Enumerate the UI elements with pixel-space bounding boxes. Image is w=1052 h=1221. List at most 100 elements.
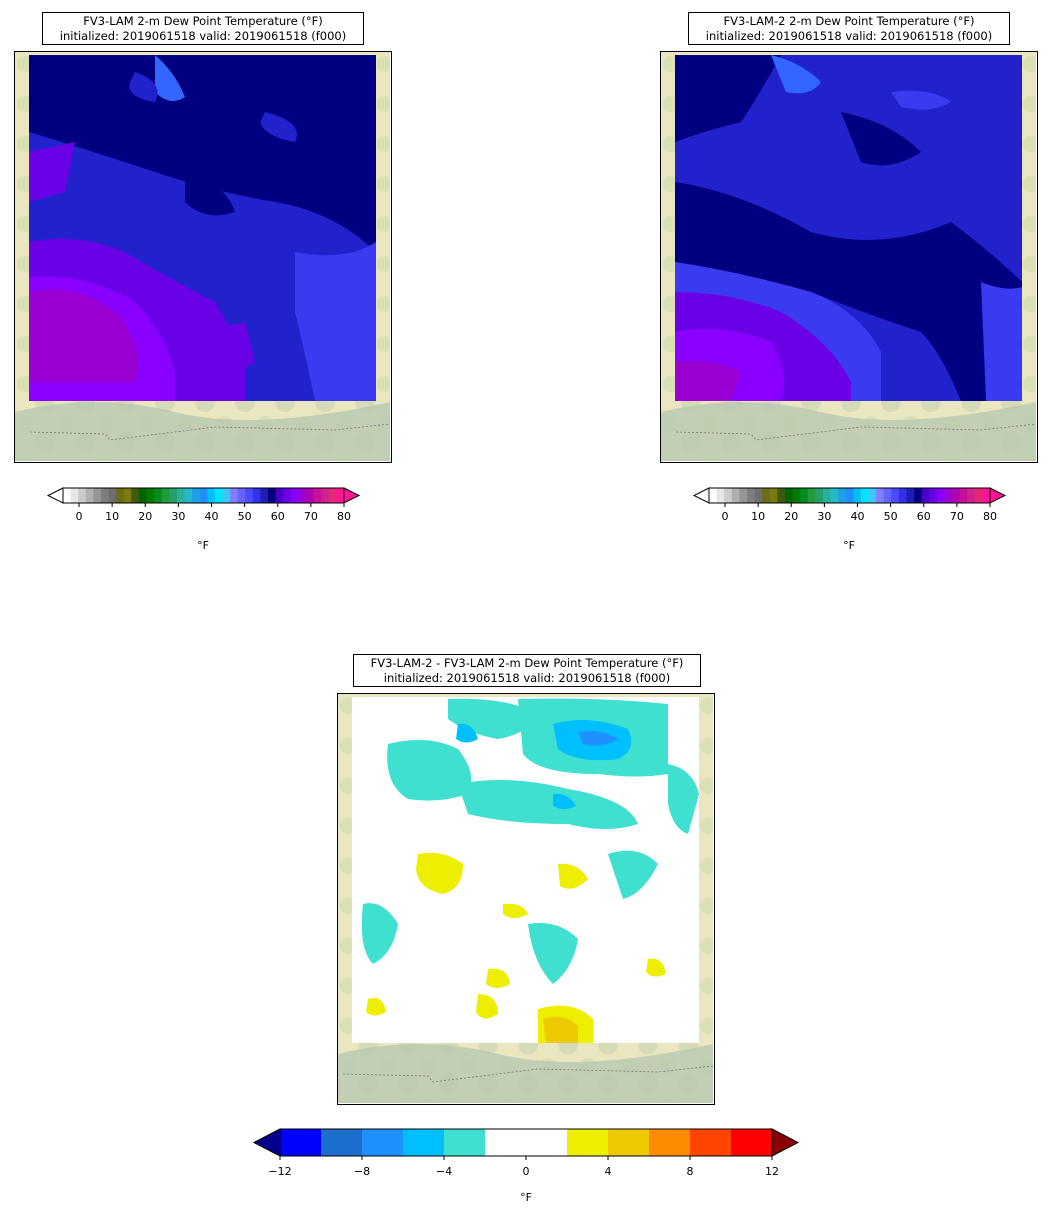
difference-field xyxy=(352,697,699,1043)
terrain-relief xyxy=(338,1044,713,1103)
colorbar-swatch xyxy=(898,488,907,503)
colorbar-swatch xyxy=(921,488,930,503)
colorbar-swatch xyxy=(739,488,748,503)
colorbar-tick-label: 20 xyxy=(138,510,152,523)
colorbar-unit: °F xyxy=(197,539,209,552)
colorbar-swatch xyxy=(944,488,953,503)
colorbar-outline xyxy=(62,487,345,504)
colorbar-swatch xyxy=(792,488,801,503)
colorbar-swatch xyxy=(777,488,786,503)
colorbar-extend-high xyxy=(989,487,1007,504)
map-canvas xyxy=(661,52,1036,461)
colorbar-swatch xyxy=(283,488,292,503)
map-title: FV3-LAM 2-m Dew Point Temperature (°F) i… xyxy=(42,12,364,45)
colorbar-swatch xyxy=(403,1129,445,1156)
colorbar-swatch xyxy=(485,1129,527,1156)
colorbar-swatch xyxy=(93,488,102,503)
colorbar-swatch xyxy=(845,488,854,503)
colorbar-tick-label: 70 xyxy=(304,510,318,523)
colorbar-swatch xyxy=(321,488,330,503)
colorbar-swatch xyxy=(952,488,961,503)
colorbar-swatch xyxy=(731,1129,773,1156)
colorbar-swatch xyxy=(959,488,968,503)
colorbar-swatch xyxy=(731,488,740,503)
colorbar-extend-low xyxy=(46,487,64,504)
colorbar-swatch xyxy=(280,1129,322,1156)
colorbar-swatch xyxy=(85,488,94,503)
colorbar-swatch xyxy=(914,488,923,503)
colorbar-swatch xyxy=(982,488,991,503)
dew-point-field xyxy=(675,55,1022,401)
colorbar-tick-label: 8 xyxy=(687,1165,694,1178)
map-title: FV3-LAM-2 - FV3-LAM 2-m Dew Point Temper… xyxy=(353,654,701,687)
colorbar-swatch xyxy=(746,488,756,503)
colorbar-swatch xyxy=(245,488,254,503)
colorbar-swatch xyxy=(876,488,885,503)
colorbar-swatch xyxy=(800,488,809,503)
colorbar-swatch xyxy=(237,488,246,503)
colorbar-unit: °F xyxy=(520,1191,532,1204)
title-line-1: FV3-LAM-2 - FV3-LAM 2-m Dew Point Temper… xyxy=(370,656,684,670)
colorbar-swatch xyxy=(268,488,277,503)
title-line-1: FV3-LAM-2 2-m Dew Point Temperature (°F) xyxy=(723,14,975,28)
colorbar-extend-low xyxy=(692,487,710,504)
colorbar-swatch xyxy=(883,488,892,503)
colorbar-swatch xyxy=(161,488,170,503)
colorbar-svg: 0 10 20 30 40 50 60 70 80 xyxy=(692,487,1007,523)
colorbar-swatch xyxy=(754,488,763,503)
colorbar-tick-label: 0 xyxy=(722,510,729,523)
colorbar-svg: 0 10 20 30 40 50 60 70 80 xyxy=(46,487,361,523)
colorbar-extend-high xyxy=(771,1128,800,1157)
colorbar-tick-label: −8 xyxy=(354,1165,370,1178)
colorbar-tick-label: 20 xyxy=(784,510,798,523)
colorbar-tick-label: 80 xyxy=(337,510,351,523)
colorbar-swatch xyxy=(63,488,72,503)
colorbar-swatch xyxy=(108,488,117,503)
colorbar-swatch xyxy=(868,488,877,503)
colorbar-swatch xyxy=(716,488,725,503)
colorbar-tick-label: 10 xyxy=(105,510,119,523)
colorbar-swatch xyxy=(807,488,816,503)
map-canvas xyxy=(15,52,390,461)
colorbar-swatch xyxy=(853,488,862,503)
state-border xyxy=(29,423,390,441)
colorbar-swatch xyxy=(328,488,337,503)
colorbar-unit: °F xyxy=(843,539,855,552)
title-line-2: initialized: 2019061518 valid: 201906151… xyxy=(705,29,993,43)
colorbar-swatch xyxy=(784,488,794,503)
dew-point-field xyxy=(29,55,376,401)
colorbar-swatch xyxy=(724,488,733,503)
colorbar: 0 10 20 30 40 50 60 70 80 xyxy=(692,486,1008,540)
colorbar-swatch xyxy=(906,488,915,503)
colorbar-extend-low xyxy=(252,1128,281,1157)
dew-point-map xyxy=(14,51,392,463)
colorbar-swatch xyxy=(306,488,315,503)
colorbar-swatch xyxy=(444,1129,486,1156)
colorbar-swatch xyxy=(207,488,216,503)
colorbar-swatch xyxy=(526,1129,568,1156)
difference-map xyxy=(337,693,715,1105)
colorbar-swatch xyxy=(690,1129,732,1156)
colorbar-swatch xyxy=(362,1129,404,1156)
colorbar-swatch xyxy=(78,488,87,503)
colorbar-swatch xyxy=(936,488,945,503)
colorbar-swatch xyxy=(146,488,155,503)
colorbar-tick-label: 0 xyxy=(76,510,83,523)
colorbar-swatch xyxy=(298,488,307,503)
colorbar-swatch xyxy=(838,488,847,503)
map-title: FV3-LAM-2 2-m Dew Point Temperature (°F)… xyxy=(688,12,1010,45)
state-border xyxy=(342,1065,713,1083)
colorbar-swatch xyxy=(860,488,869,503)
colorbar-tick-label: 60 xyxy=(917,510,931,523)
colorbar-swatch xyxy=(138,488,148,503)
colorbar-swatch xyxy=(313,488,322,503)
colorbar-swatch xyxy=(321,1129,363,1156)
colorbar-tick-label: 4 xyxy=(605,1165,612,1178)
colorbar: 0 10 20 30 40 50 60 70 80 xyxy=(46,486,362,540)
colorbar-swatch xyxy=(116,488,125,503)
colorbar-swatch xyxy=(252,488,261,503)
colorbar-swatch xyxy=(649,1129,691,1156)
colorbar-swatch xyxy=(974,488,983,503)
colorbar-swatch xyxy=(567,1129,609,1156)
colorbar-tick-label: 70 xyxy=(950,510,964,523)
